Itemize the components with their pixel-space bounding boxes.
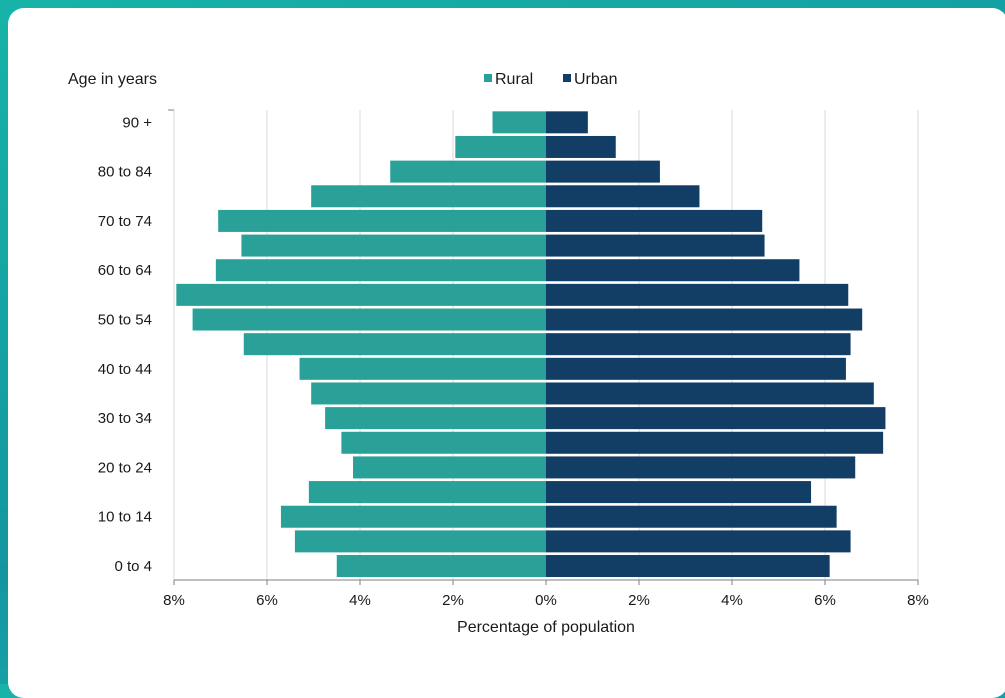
y-tick-label: 60 to 64 [98,262,152,279]
bar-urban [546,333,851,356]
bar-urban [546,357,846,380]
bar-urban [546,135,616,158]
bar-rural [311,185,546,208]
y-tick-label: 80 to 84 [98,164,152,181]
legend-swatch-urban [563,74,571,82]
bar-rural [243,333,546,356]
bar-urban [546,185,700,208]
bar-urban [546,481,812,504]
x-tick-label: 2% [442,592,464,609]
bar-rural [176,283,546,306]
y-tick-label: 70 to 74 [98,213,152,230]
bar-rural [241,234,547,257]
bar-rural [294,530,546,553]
x-tick-label: 4% [721,592,743,609]
x-tick-label: 8% [907,592,929,609]
bar-rural [390,160,546,183]
bar-rural [311,382,546,405]
bar-rural [215,259,546,282]
x-tick-label: 6% [814,592,836,609]
bar-urban [546,259,800,282]
bar-urban [546,505,837,528]
legend-label-urban: Urban [574,71,618,88]
bar-urban [546,407,886,430]
x-tick-label: 0% [535,592,557,609]
bar-urban [546,160,660,183]
bar-urban [546,234,765,257]
bar-rural [455,135,546,158]
bar-urban [546,431,884,454]
y-tick-label: 50 to 54 [98,312,152,329]
y-tick-label: 90 + [122,114,152,131]
bar-rural [341,431,546,454]
bar-rural [308,481,546,504]
x-tick-label: 6% [256,592,278,609]
legend-label-rural: Rural [495,71,533,88]
bar-urban [546,555,830,578]
bar-urban [546,209,763,232]
y-axis-title: Age in years [68,71,157,88]
bar-urban [546,382,874,405]
bar-rural [492,111,546,134]
x-tick-label: 4% [349,592,371,609]
bar-rural [299,357,546,380]
bar-rural [336,555,546,578]
bar-urban [546,308,863,331]
bar-urban [546,283,849,306]
bar-urban [546,111,588,134]
y-tick-label: 20 to 24 [98,459,152,476]
bar-rural [192,308,546,331]
y-tick-label: 40 to 44 [98,361,152,378]
bar-rural [218,209,547,232]
y-tick-label: 10 to 14 [98,509,152,526]
chart-card: 90 + 80 to 84 70 to 74 60 to 64 50 to 54 40 t… [8,8,1005,698]
x-tick-label: 8% [163,592,185,609]
legend-swatch-rural [484,74,492,82]
x-tick-label: 2% [628,592,650,609]
bar-rural [280,505,546,528]
population-pyramid-chart: 90 + 80 to 84 70 to 74 60 to 64 50 to 54 40 t… [68,71,929,636]
bar-rural [353,456,546,479]
x-axis-title: Percentage of population [457,619,635,636]
y-tick-label: 0 to 4 [114,558,152,575]
bar-urban [546,530,851,553]
y-tick-label: 30 to 34 [98,410,152,427]
bar-urban [546,456,856,479]
bar-rural [325,407,546,430]
